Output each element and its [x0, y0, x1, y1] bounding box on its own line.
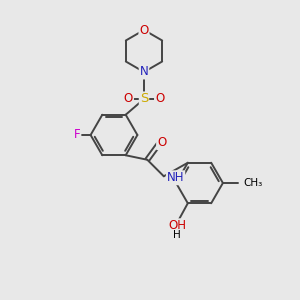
Text: H: H	[173, 230, 181, 240]
Text: F: F	[74, 128, 80, 142]
Text: O: O	[124, 92, 133, 106]
Text: CH₃: CH₃	[243, 178, 262, 188]
Text: O: O	[140, 23, 148, 37]
Text: NH: NH	[167, 171, 184, 184]
Text: OH: OH	[168, 219, 186, 232]
Text: N: N	[140, 65, 148, 79]
Text: O: O	[155, 92, 164, 106]
Text: O: O	[157, 136, 166, 149]
Text: S: S	[140, 92, 148, 106]
